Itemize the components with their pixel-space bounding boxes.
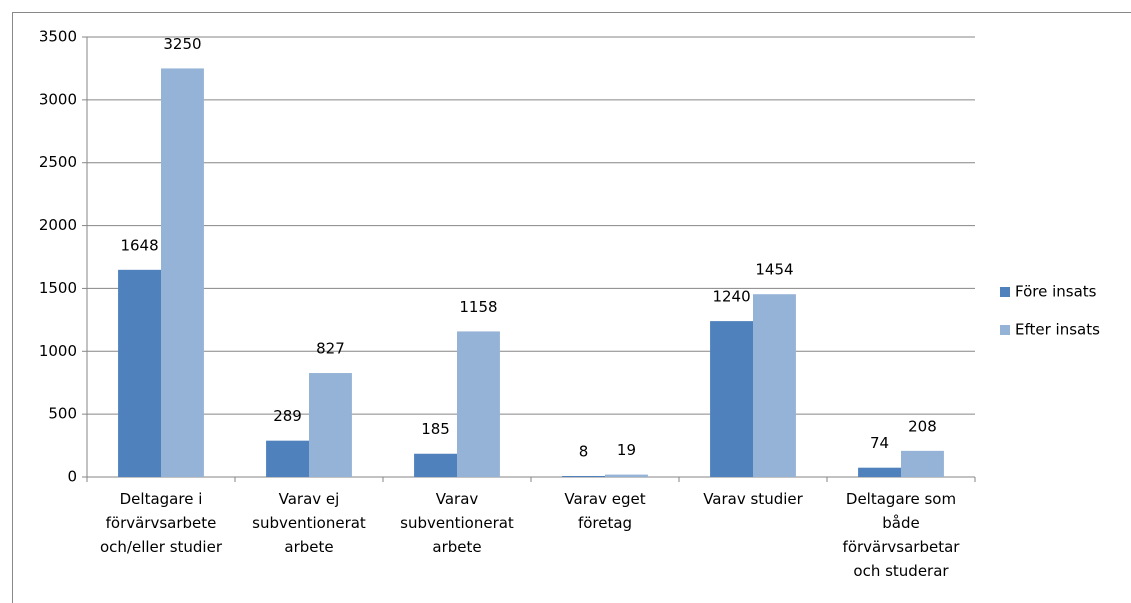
value-label: 185 xyxy=(421,420,450,438)
bar xyxy=(457,331,500,477)
y-tick-label: 1500 xyxy=(39,279,77,297)
bar xyxy=(118,269,161,477)
value-label: 19 xyxy=(617,441,636,459)
y-tick-label: 0 xyxy=(67,468,77,486)
bar xyxy=(753,294,796,477)
y-tick-label: 3000 xyxy=(39,90,77,108)
x-tick-label: Varav ej subventionerat arbete xyxy=(252,490,366,556)
chart-frame xyxy=(12,12,1131,603)
value-label: 1158 xyxy=(459,298,497,316)
bar xyxy=(710,321,753,477)
value-label: 1240 xyxy=(712,288,750,306)
bar xyxy=(161,68,204,477)
x-tick-label: Deltagare som både förvärvsarbetar och stud… xyxy=(843,490,961,580)
value-label: 827 xyxy=(316,340,345,358)
bar xyxy=(605,474,648,477)
x-tick-label: Varav subventionerat arbete xyxy=(400,490,514,556)
y-tick-label: 2500 xyxy=(39,153,77,171)
y-tick-label: 2000 xyxy=(39,216,77,234)
value-label: 74 xyxy=(870,434,889,452)
y-tick-label: 500 xyxy=(48,405,77,423)
bar xyxy=(858,467,901,477)
value-label: 3250 xyxy=(163,35,201,53)
value-label: 1454 xyxy=(755,261,793,279)
bar xyxy=(414,453,457,477)
x-tick-label: Varav eget företag xyxy=(564,490,645,532)
value-label: 8 xyxy=(579,442,589,460)
legend-label: Efter insats xyxy=(1015,321,1100,339)
bar xyxy=(266,440,309,477)
x-tick-label: Deltagare i förvärvsarbete och/eller studi… xyxy=(100,490,223,556)
value-label: 208 xyxy=(908,417,937,435)
y-tick-label: 1000 xyxy=(39,342,77,360)
bar xyxy=(562,475,605,477)
x-tick-label: Varav studier xyxy=(703,490,803,508)
legend-swatch xyxy=(1000,287,1010,297)
legend-swatch xyxy=(1000,325,1010,335)
y-tick-label: 3500 xyxy=(39,28,77,46)
value-label: 1648 xyxy=(120,236,158,254)
bar xyxy=(309,373,352,477)
legend-label: Före insats xyxy=(1015,283,1097,301)
bar xyxy=(901,450,944,477)
value-label: 289 xyxy=(273,407,302,425)
